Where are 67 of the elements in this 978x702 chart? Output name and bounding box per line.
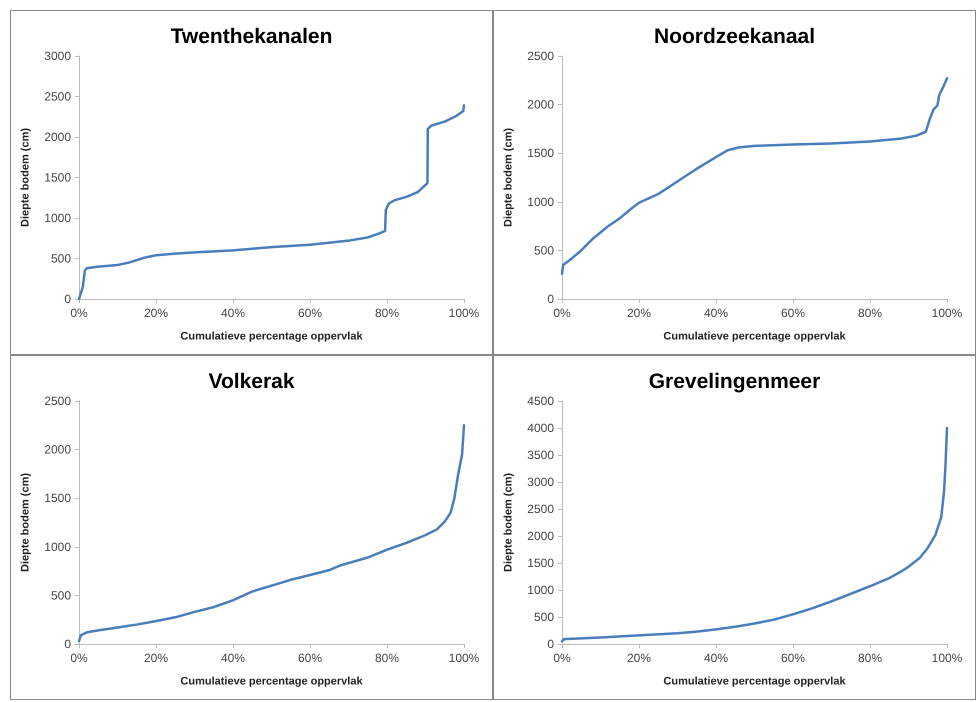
x-tick-label: 60% xyxy=(780,306,806,320)
y-tick-label: 500 xyxy=(534,243,554,258)
x-tick-label: 40% xyxy=(704,651,728,665)
y-tick-label: 1500 xyxy=(527,556,554,570)
x-axis-title: Cumulatieve percentage oppervlak xyxy=(663,676,846,688)
x-tick-label: 40% xyxy=(220,651,246,665)
x-tick-label: 20% xyxy=(144,651,168,665)
x-axis-title: Cumulatieve percentage oppervlak xyxy=(180,676,364,688)
y-tick-label: 4500 xyxy=(527,394,554,408)
x-tick-label: 100% xyxy=(448,306,480,320)
x-tick-label: 40% xyxy=(704,306,728,320)
y-tick-label: 3000 xyxy=(44,49,72,63)
x-tick-label: 80% xyxy=(374,651,400,665)
x-tick-label: 0% xyxy=(70,306,88,320)
y-tick-label: 0 xyxy=(64,292,72,306)
x-tick-label: 100% xyxy=(448,651,480,665)
x-tick-label: 100% xyxy=(932,651,963,665)
y-tick-label: 1000 xyxy=(44,540,72,554)
y-tick-label: 0 xyxy=(64,637,72,651)
y-tick-label: 1500 xyxy=(44,491,72,506)
x-axis-title: Cumulatieve percentage oppervlak xyxy=(663,330,846,342)
y-tick-label: 1500 xyxy=(527,146,554,160)
y-axis-title: Diepte bodem (cm) xyxy=(20,472,32,572)
x-tick-label: 60% xyxy=(780,651,806,665)
y-tick-label: 2000 xyxy=(44,130,72,144)
x-tick-label: 80% xyxy=(858,651,882,665)
y-axis-title: Diepte bodem (cm) xyxy=(502,472,514,572)
y-tick-label: 1000 xyxy=(527,194,554,209)
y-tick-label: 2000 xyxy=(527,529,554,543)
y-tick-label: 3500 xyxy=(527,448,554,462)
x-tick-label: 60% xyxy=(298,306,322,320)
line-series xyxy=(78,424,466,642)
y-axis-title: Diepte bodem (cm) xyxy=(502,128,514,228)
x-tick-label: 20% xyxy=(626,306,652,320)
y-tick-label: 1500 xyxy=(44,170,72,184)
y-tick-label: 1000 xyxy=(44,211,72,225)
chart-title: Twenthekanalen xyxy=(170,25,332,48)
y-tick-label: 2500 xyxy=(44,90,72,104)
y-tick-label: 2500 xyxy=(527,49,554,63)
chart-title: Noordzeekanaal xyxy=(654,25,816,48)
y-tick-label: 4000 xyxy=(527,421,554,435)
x-tick-label: 0% xyxy=(553,651,571,665)
y-tick-label: 1000 xyxy=(527,583,554,597)
y-tick-label: 0 xyxy=(547,292,554,306)
x-tick-label: 20% xyxy=(144,306,168,320)
y-tick-label: 0 xyxy=(547,637,554,651)
y-tick-label: 500 xyxy=(50,588,72,602)
y-tick-label: 500 xyxy=(50,252,72,266)
y-tick-label: 2500 xyxy=(44,394,72,408)
x-tick-label: 100% xyxy=(932,306,963,320)
y-tick-label: 3000 xyxy=(527,475,554,489)
y-tick-label: 2500 xyxy=(527,502,554,516)
x-axis-title: Cumulatieve percentage oppervlak xyxy=(180,330,364,342)
x-tick-label: 40% xyxy=(220,306,246,320)
chart-title: Grevelingenmeer xyxy=(648,370,820,393)
x-tick-label: 80% xyxy=(374,306,400,320)
y-tick-label: 500 xyxy=(534,610,554,624)
chart-title: Volkerak xyxy=(208,370,295,393)
line-series xyxy=(560,77,948,275)
y-axis-title: Diepte bodem (cm) xyxy=(20,128,32,228)
x-tick-label: 80% xyxy=(858,306,882,320)
x-tick-label: 0% xyxy=(553,306,571,320)
x-tick-label: 20% xyxy=(626,651,652,665)
x-tick-label: 60% xyxy=(298,651,322,665)
y-tick-label: 2000 xyxy=(527,98,554,112)
y-tick-label: 2000 xyxy=(44,442,72,457)
x-tick-label: 0% xyxy=(70,651,88,665)
